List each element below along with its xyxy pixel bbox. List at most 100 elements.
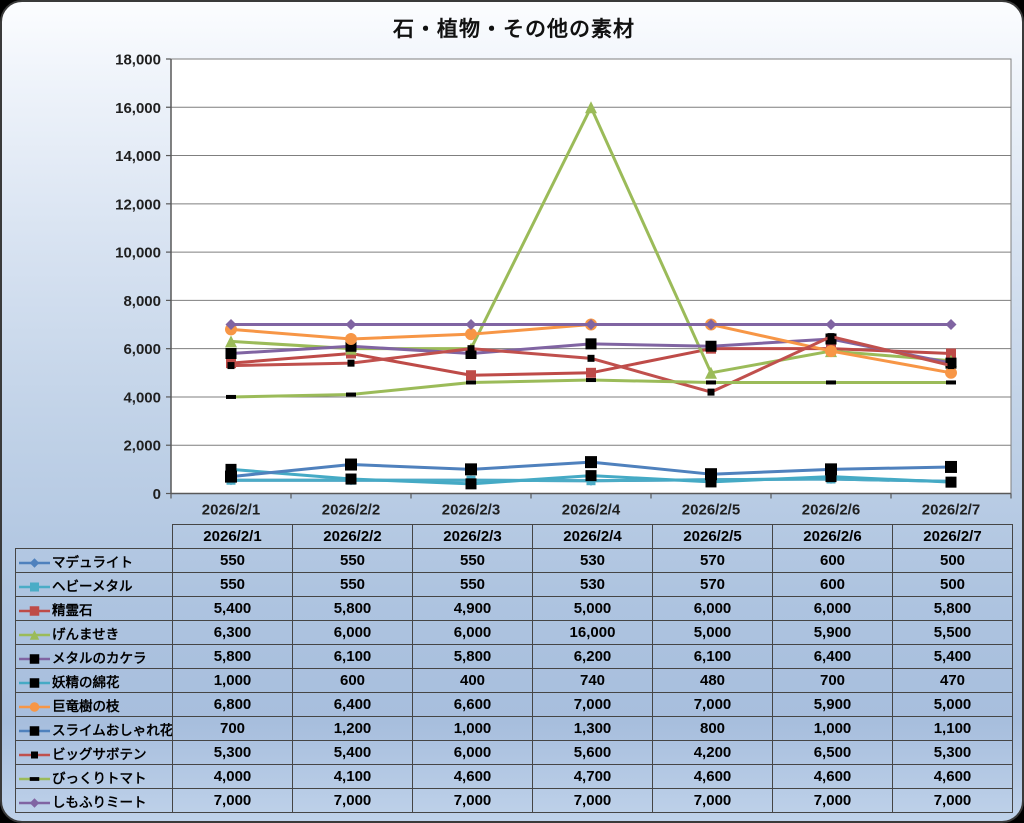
x-axis-label: 2026/2/6 [802, 502, 860, 519]
series-10 [225, 319, 957, 331]
series-marker [946, 348, 956, 359]
series-name-label: ビッグサボテン [52, 746, 147, 762]
series-label-cell: マデュライト [15, 548, 173, 573]
value-cell: 570 [652, 548, 773, 573]
series-label-cell: しもふりミート [15, 788, 173, 813]
value-cell: 5,400 [172, 596, 293, 621]
series-marker [347, 359, 355, 367]
series-name-label: びっくりトマト [52, 770, 147, 786]
chart-title: 石・植物・その他の素材 [393, 18, 635, 41]
series-name-label: 巨竜樹の枝 [52, 698, 120, 714]
value-cell: 800 [652, 716, 773, 741]
legend-key-icon [19, 751, 50, 759]
series-marker [345, 333, 357, 346]
y-axis-label: 0 [153, 486, 161, 503]
value-cell: 5,600 [532, 740, 653, 765]
series-marker [225, 463, 237, 475]
legend-marker [29, 606, 40, 616]
y-axis-label: 12,000 [115, 196, 161, 213]
y-axis-label: 8,000 [123, 293, 161, 310]
value-cell: 4,000 [172, 764, 293, 789]
table-header-row: 2026/2/1 2026/2/2 2026/2/3 2026/2/4 2026/2/5… [16, 524, 1013, 549]
corner-spacer [16, 525, 173, 549]
value-cell: 6,200 [532, 644, 653, 669]
table-row: マデュライト 550 550 550 530 570 600 500 [15, 548, 1013, 573]
table-row: びっくりトマト 4,000 4,100 4,600 4,700 4,600 4,600 4,6… [15, 764, 1013, 789]
series-8 [227, 333, 955, 396]
series-marker [585, 101, 597, 114]
value-cell: 530 [532, 572, 653, 597]
table-row: ビッグサボテン 5,300 5,400 6,000 5,600 4,200 6,500 5,3… [15, 740, 1013, 765]
value-cell: 6,400 [772, 644, 893, 669]
legend-marker [29, 702, 40, 712]
y-axis-label: 10,000 [115, 245, 161, 262]
date-header-cell: 2026/2/3 [412, 524, 533, 549]
value-cell: 550 [292, 572, 413, 597]
value-cell: 550 [412, 548, 533, 573]
series-marker [225, 470, 237, 483]
table-row: メタルのカケラ 5,800 6,100 5,800 6,200 6,100 6,400 5,4… [15, 644, 1013, 669]
series-name-label: 精霊石 [52, 602, 93, 618]
value-cell: 400 [412, 668, 533, 693]
value-cell: 6,500 [772, 740, 893, 765]
value-cell: 1,000 [172, 668, 293, 693]
series-marker [707, 388, 715, 396]
x-axis-label: 2026/2/3 [442, 502, 500, 519]
legend-marker [30, 582, 39, 592]
value-cell: 6,600 [412, 692, 533, 717]
legend-key-icon [19, 654, 50, 664]
x-axis-label: 2026/2/5 [682, 502, 740, 519]
legend-key-icon [19, 798, 50, 808]
value-cell: 740 [532, 668, 653, 693]
series-marker [466, 370, 476, 381]
value-cell: 500 [892, 548, 1013, 573]
legend-key-icon [19, 630, 50, 640]
table-row: げんませき 6,300 6,000 6,000 16,000 5,000 5,900 5,50… [15, 620, 1013, 645]
value-cell: 5,400 [892, 644, 1013, 669]
value-cell: 7,000 [412, 788, 533, 813]
series-marker [346, 392, 356, 397]
value-cell: 4,600 [892, 764, 1013, 789]
table-row: ヘビーメタル 550 550 550 530 570 600 500 [15, 572, 1013, 597]
series-name-label: メタルのカケラ [52, 650, 147, 666]
date-header-cell: 2026/2/6 [772, 524, 893, 549]
series-9 [226, 378, 956, 399]
series-marker [945, 366, 957, 379]
table-row: 精霊石 5,400 5,800 4,900 5,000 6,000 6,000 5,800 [15, 596, 1013, 621]
series-marker [946, 380, 956, 385]
value-cell: 6,800 [172, 692, 293, 717]
series-name-label: 妖精の綿花 [52, 674, 120, 690]
date-header-cell: 2026/2/1 [172, 524, 293, 549]
date-header-cell: 2026/2/7 [892, 524, 1013, 549]
value-cell: 7,000 [892, 788, 1013, 813]
series-name-label: しもふりミート [52, 794, 147, 810]
series-label-cell: 妖精の綿花 [15, 668, 173, 693]
series-marker [825, 345, 837, 358]
series-label-cell: スライムおしゃれ花 [15, 716, 173, 741]
value-cell: 1,300 [532, 716, 653, 741]
value-cell: 600 [772, 572, 893, 597]
series-marker [465, 347, 477, 359]
value-cell: 7,000 [172, 788, 293, 813]
value-cell: 5,800 [412, 644, 533, 669]
series-marker [345, 473, 357, 485]
series-marker [825, 463, 837, 476]
value-cell: 5,000 [892, 692, 1013, 717]
value-cell: 6,300 [172, 620, 293, 645]
value-cell: 5,900 [772, 620, 893, 645]
series-marker [705, 366, 717, 379]
series-marker [465, 328, 477, 341]
series-label-cell: びっくりトマト [15, 764, 173, 789]
series-marker [465, 319, 477, 331]
table-row: しもふりミート 7,000 7,000 7,000 7,000 7,000 7,000 7,0… [15, 788, 1013, 813]
value-cell: 700 [772, 668, 893, 693]
value-cell: 1,200 [292, 716, 413, 741]
value-cell: 5,900 [772, 692, 893, 717]
x-axis-label: 2026/2/4 [562, 502, 621, 519]
series-marker [705, 319, 717, 331]
series-marker [945, 460, 957, 473]
legend-marker [31, 751, 38, 759]
series-marker [945, 476, 957, 488]
value-cell: 550 [412, 572, 533, 597]
